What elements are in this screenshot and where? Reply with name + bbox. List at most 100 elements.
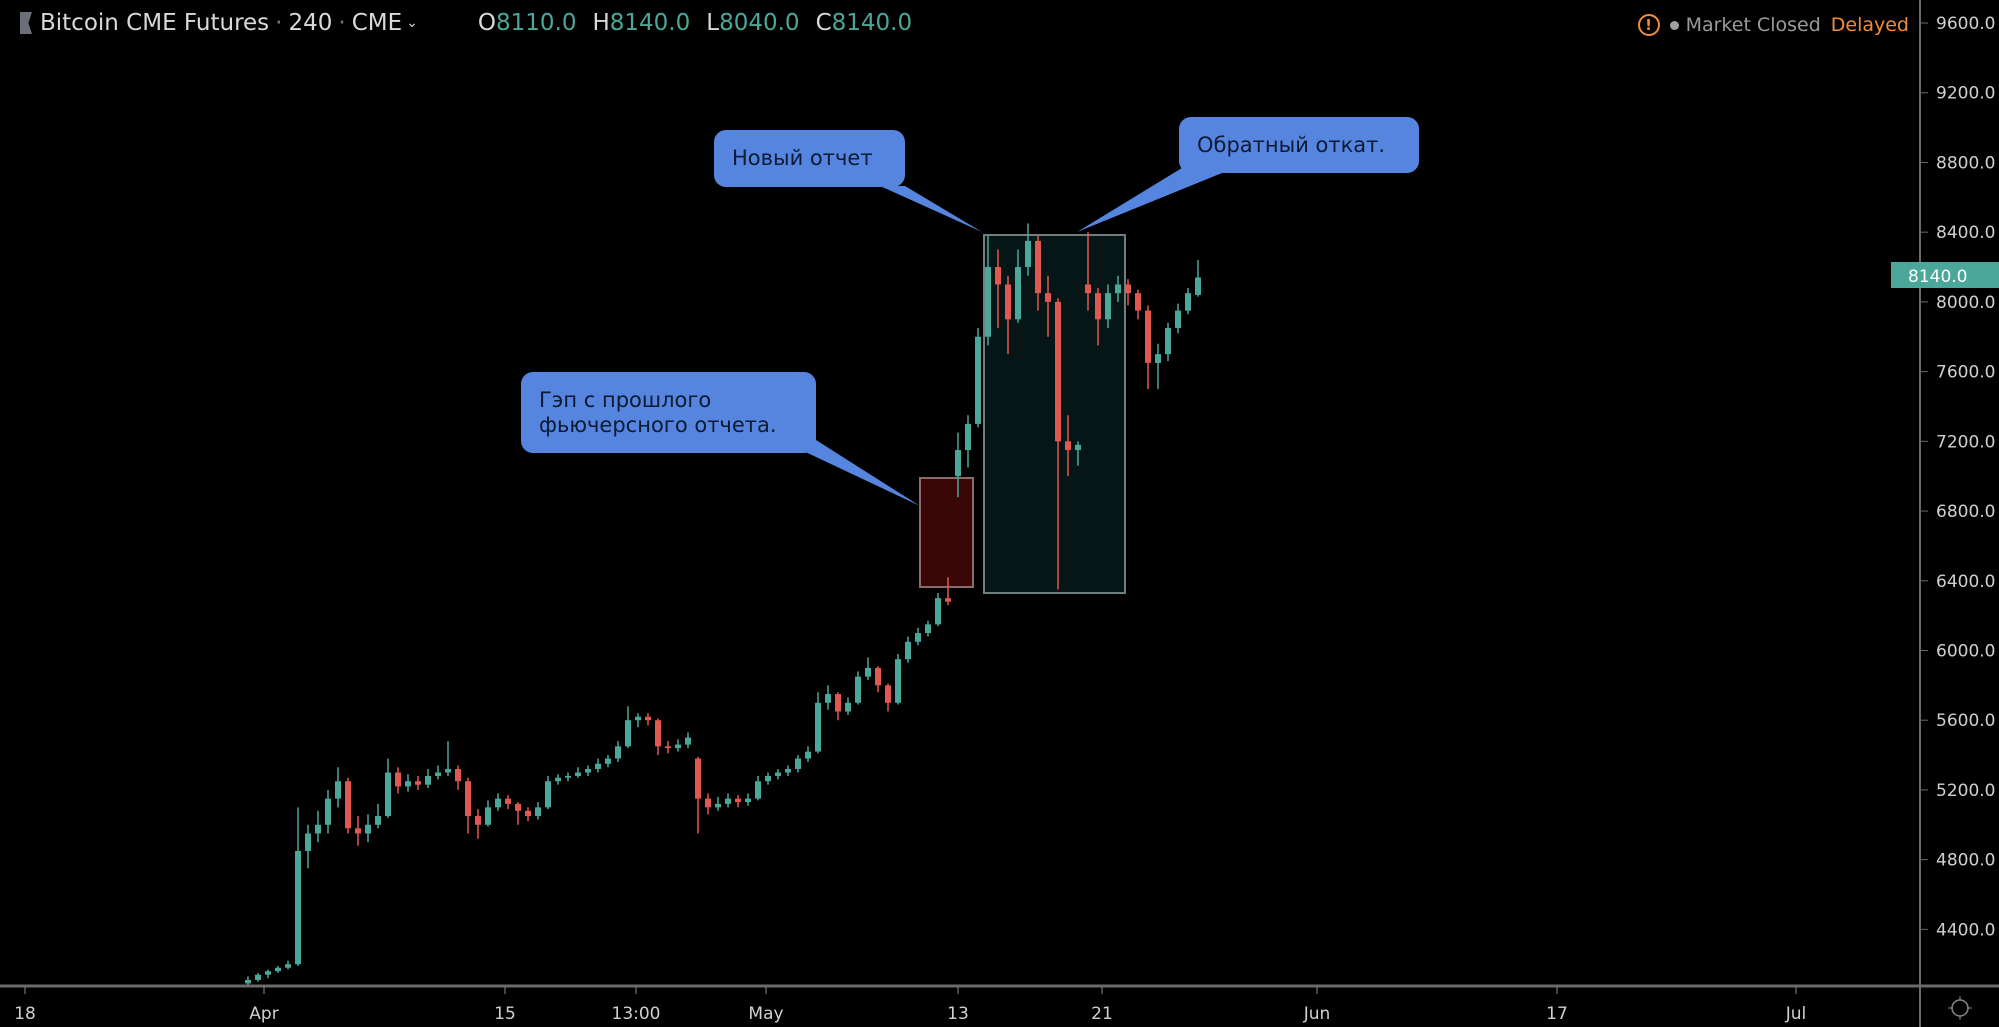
candle[interactable] <box>835 692 841 721</box>
callout-pullback[interactable]: Обратный откат. <box>1179 117 1419 173</box>
candle[interactable] <box>925 620 931 637</box>
candle[interactable] <box>1075 441 1081 466</box>
candle[interactable] <box>735 795 741 808</box>
candle[interactable] <box>485 800 491 827</box>
candle[interactable] <box>675 739 681 752</box>
candle[interactable] <box>455 765 461 790</box>
interval[interactable]: 240 <box>288 10 333 36</box>
candle[interactable] <box>815 692 821 754</box>
candle[interactable] <box>1195 260 1201 297</box>
candle[interactable] <box>855 671 861 705</box>
candle[interactable] <box>695 756 701 834</box>
candle[interactable] <box>595 758 601 773</box>
exchange[interactable]: CME <box>351 10 403 36</box>
candle[interactable] <box>1155 343 1161 390</box>
candle[interactable] <box>585 765 591 776</box>
candle[interactable] <box>295 807 301 966</box>
candle[interactable] <box>435 765 441 780</box>
callout-new-report[interactable]: Новый отчет <box>714 130 905 187</box>
candle[interactable] <box>945 577 951 606</box>
symbol-name[interactable]: Bitcoin CME Futures <box>40 10 270 36</box>
candle[interactable] <box>875 666 881 693</box>
candle[interactable] <box>625 706 631 749</box>
candle[interactable] <box>1185 287 1191 315</box>
candle[interactable] <box>285 960 291 970</box>
candle[interactable] <box>445 741 451 776</box>
flag-icon[interactable] <box>20 12 32 34</box>
candle[interactable] <box>805 746 811 763</box>
candle[interactable] <box>1045 275 1051 337</box>
candle[interactable] <box>765 772 771 785</box>
candle[interactable] <box>1125 279 1131 306</box>
candle[interactable] <box>725 793 731 808</box>
candle[interactable] <box>885 683 891 712</box>
candle[interactable] <box>1105 284 1111 329</box>
candle[interactable] <box>865 657 871 681</box>
candle[interactable] <box>395 767 401 794</box>
candle[interactable] <box>525 807 531 822</box>
candle[interactable] <box>825 685 831 710</box>
candle[interactable] <box>655 718 661 756</box>
candle[interactable] <box>605 755 611 768</box>
candle[interactable] <box>335 767 341 808</box>
candle[interactable] <box>385 758 391 818</box>
candle[interactable] <box>685 732 691 749</box>
candle[interactable] <box>555 774 561 785</box>
candle[interactable] <box>975 328 981 428</box>
candle[interactable] <box>715 796 721 811</box>
candle[interactable] <box>575 767 581 778</box>
candle[interactable] <box>895 653 901 705</box>
candle[interactable] <box>775 769 781 780</box>
candle[interactable] <box>1095 287 1101 346</box>
candle[interactable] <box>845 697 851 715</box>
candle[interactable] <box>745 793 751 806</box>
candle[interactable] <box>505 795 511 810</box>
candle[interactable] <box>665 741 671 754</box>
candle[interactable] <box>645 713 651 726</box>
candle[interactable] <box>425 769 431 789</box>
candle[interactable] <box>935 592 941 627</box>
candle[interactable] <box>1115 275 1121 302</box>
candle[interactable] <box>275 965 281 973</box>
candle[interactable] <box>1145 305 1151 390</box>
candle[interactable] <box>355 816 361 846</box>
candle[interactable] <box>755 775 761 801</box>
candle[interactable] <box>405 774 411 792</box>
candle[interactable] <box>475 809 481 839</box>
candle[interactable] <box>515 802 521 825</box>
candle[interactable] <box>955 432 961 498</box>
warning-icon[interactable]: ! <box>1637 14 1660 36</box>
candle[interactable] <box>1175 303 1181 334</box>
settings-gear-icon[interactable] <box>1948 996 1972 1020</box>
candle[interactable] <box>375 803 381 829</box>
gap-highlight-box[interactable] <box>919 477 974 588</box>
candle[interactable] <box>965 415 971 468</box>
candle[interactable] <box>1065 415 1071 477</box>
candle[interactable] <box>785 765 791 776</box>
candle[interactable] <box>1025 223 1031 276</box>
candle[interactable] <box>465 777 471 834</box>
candle[interactable] <box>1135 289 1141 320</box>
candle[interactable] <box>1085 232 1091 311</box>
candle[interactable] <box>1005 275 1011 355</box>
candle[interactable] <box>345 777 351 834</box>
candle[interactable] <box>365 814 371 843</box>
candle[interactable] <box>1035 235 1041 311</box>
candle[interactable] <box>535 802 541 820</box>
candle[interactable] <box>985 235 991 346</box>
candle[interactable] <box>705 793 711 815</box>
candle[interactable] <box>545 775 551 810</box>
candle[interactable] <box>325 789 331 834</box>
candle[interactable] <box>495 793 501 811</box>
candle[interactable] <box>1165 322 1171 362</box>
candle[interactable] <box>635 713 641 728</box>
candle[interactable] <box>315 810 321 843</box>
candle[interactable] <box>795 755 801 773</box>
candle[interactable] <box>265 969 271 979</box>
symbol-header[interactable]: Bitcoin CME Futures · 240 · CME ⌄ O8110.… <box>20 10 912 36</box>
candle[interactable] <box>565 772 571 782</box>
candle[interactable] <box>305 824 311 869</box>
candle[interactable] <box>255 972 261 982</box>
chevron-down-icon[interactable]: ⌄ <box>406 15 418 31</box>
